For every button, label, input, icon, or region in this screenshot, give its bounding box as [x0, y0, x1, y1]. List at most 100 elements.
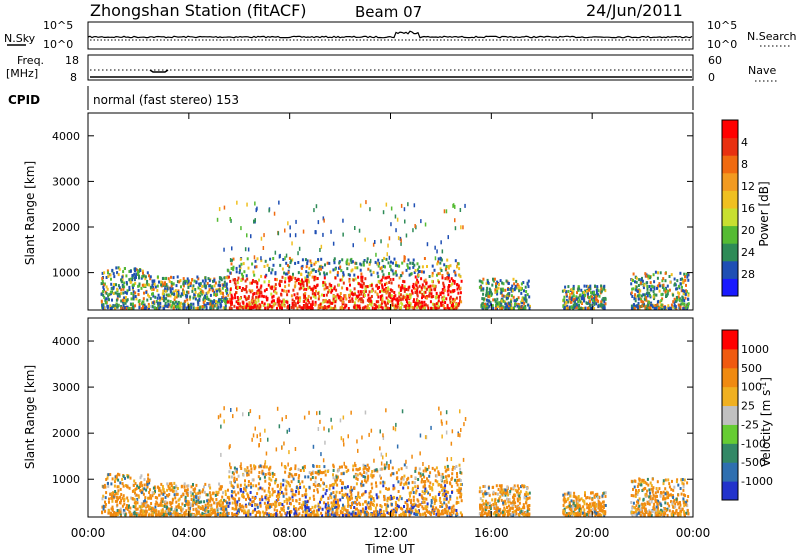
- echo-cell: [425, 296, 428, 300]
- echo-cell: [646, 294, 649, 298]
- echo-cell: [124, 290, 127, 294]
- echo-cell: [490, 290, 492, 294]
- echo-cell: [444, 475, 447, 479]
- echo-cell: [431, 505, 434, 509]
- echo-cell: [577, 288, 580, 292]
- echo-cell: [118, 509, 121, 513]
- echo-cell: [309, 303, 312, 307]
- echo-cell: [298, 299, 301, 302]
- echo-cell: [114, 478, 117, 482]
- echo-cell: [669, 280, 672, 284]
- nsky-tick-bottom: 10^0: [43, 38, 73, 51]
- echo-cell: [456, 479, 459, 482]
- echo-cell: [390, 281, 393, 285]
- echo-cell: [339, 479, 342, 482]
- echo-cell: [647, 303, 650, 307]
- echo-cell: [380, 266, 383, 269]
- echo-cell: [585, 301, 588, 305]
- echo-cell: [481, 281, 484, 285]
- echo-cell: [245, 290, 248, 294]
- echo-cell: [328, 300, 331, 304]
- echo-cell: [308, 496, 311, 500]
- echo-cell: [197, 505, 200, 509]
- echo-cell: [298, 512, 301, 516]
- echo-cell: [412, 282, 415, 286]
- echo-cell: [251, 301, 254, 305]
- echo-cell: [244, 469, 247, 473]
- echo-cell: [139, 485, 141, 489]
- echo-cell: [399, 506, 402, 510]
- echo-cell: [572, 289, 575, 293]
- echo-cell: [431, 284, 434, 288]
- echo-cell: [353, 475, 356, 479]
- echo-cell: [304, 292, 307, 295]
- nsearch-tick-bottom: 10^0: [707, 38, 737, 51]
- echo-cell: [500, 291, 503, 295]
- echo-cell: [224, 505, 227, 509]
- echo-cell: [192, 296, 195, 300]
- echo-cell: [242, 301, 245, 305]
- echo-cell: [586, 306, 589, 310]
- echo-cell: [283, 300, 285, 304]
- echo-cell: [494, 307, 497, 311]
- echo-cell: [373, 303, 376, 306]
- echo-cell: [225, 284, 228, 288]
- echo-cell: [386, 499, 389, 503]
- echo-cell: [209, 486, 212, 490]
- echo-cell: [214, 281, 217, 285]
- echo-cell: [322, 232, 324, 237]
- echo-cell: [204, 505, 207, 509]
- echo-cell: [170, 507, 173, 511]
- echo-cell: [231, 296, 234, 300]
- echo-cell: [237, 508, 240, 512]
- echo-cell: [403, 513, 406, 517]
- echo-cell: [331, 505, 333, 509]
- echo-cell: [332, 297, 335, 301]
- echo-cell: [184, 489, 186, 493]
- echo-cell: [364, 277, 367, 281]
- echo-cell: [433, 468, 436, 472]
- echo-cell: [253, 303, 256, 307]
- echo-cell: [121, 285, 124, 289]
- echo-cell: [577, 306, 580, 310]
- echo-cell: [420, 494, 423, 498]
- echo-cell: [641, 279, 644, 283]
- echo-cell: [279, 284, 281, 288]
- echo-cell: [448, 307, 451, 311]
- echo-cell: [457, 273, 460, 277]
- echo-cell: [273, 301, 276, 305]
- echo-cell: [126, 289, 129, 293]
- echo-cell: [235, 503, 238, 507]
- echo-cell: [326, 300, 329, 304]
- echo-cell: [192, 284, 195, 288]
- echo-cell: [683, 299, 686, 302]
- echo-cell: [311, 268, 314, 272]
- echo-cell: [306, 259, 309, 263]
- echo-cell: [229, 288, 232, 292]
- echo-cell: [113, 484, 116, 488]
- echo-cell: [443, 307, 446, 310]
- echo-cell: [147, 514, 150, 517]
- echo-cell: [259, 486, 262, 490]
- echo-cell: [333, 285, 336, 289]
- echo-cell: [482, 277, 485, 281]
- echo-cell: [205, 493, 208, 497]
- echo-cell: [582, 297, 585, 301]
- echo-cell: [525, 298, 528, 302]
- echo-cell: [317, 297, 320, 301]
- echo-cell: [235, 507, 237, 511]
- echo-cell: [348, 279, 351, 283]
- echo-cell: [333, 287, 336, 291]
- echo-cell: [282, 505, 285, 509]
- echo-cell: [260, 495, 263, 499]
- echo-cell: [638, 305, 641, 309]
- echo-cell: [351, 297, 354, 301]
- echo-cell: [370, 303, 373, 307]
- echo-cell: [135, 493, 138, 497]
- echo-cell: [161, 485, 164, 488]
- echo-cell: [414, 301, 417, 305]
- echo-cell: [225, 507, 227, 511]
- echo-cell: [142, 512, 145, 516]
- echo-cell: [308, 273, 311, 277]
- echo-cell: [183, 512, 186, 516]
